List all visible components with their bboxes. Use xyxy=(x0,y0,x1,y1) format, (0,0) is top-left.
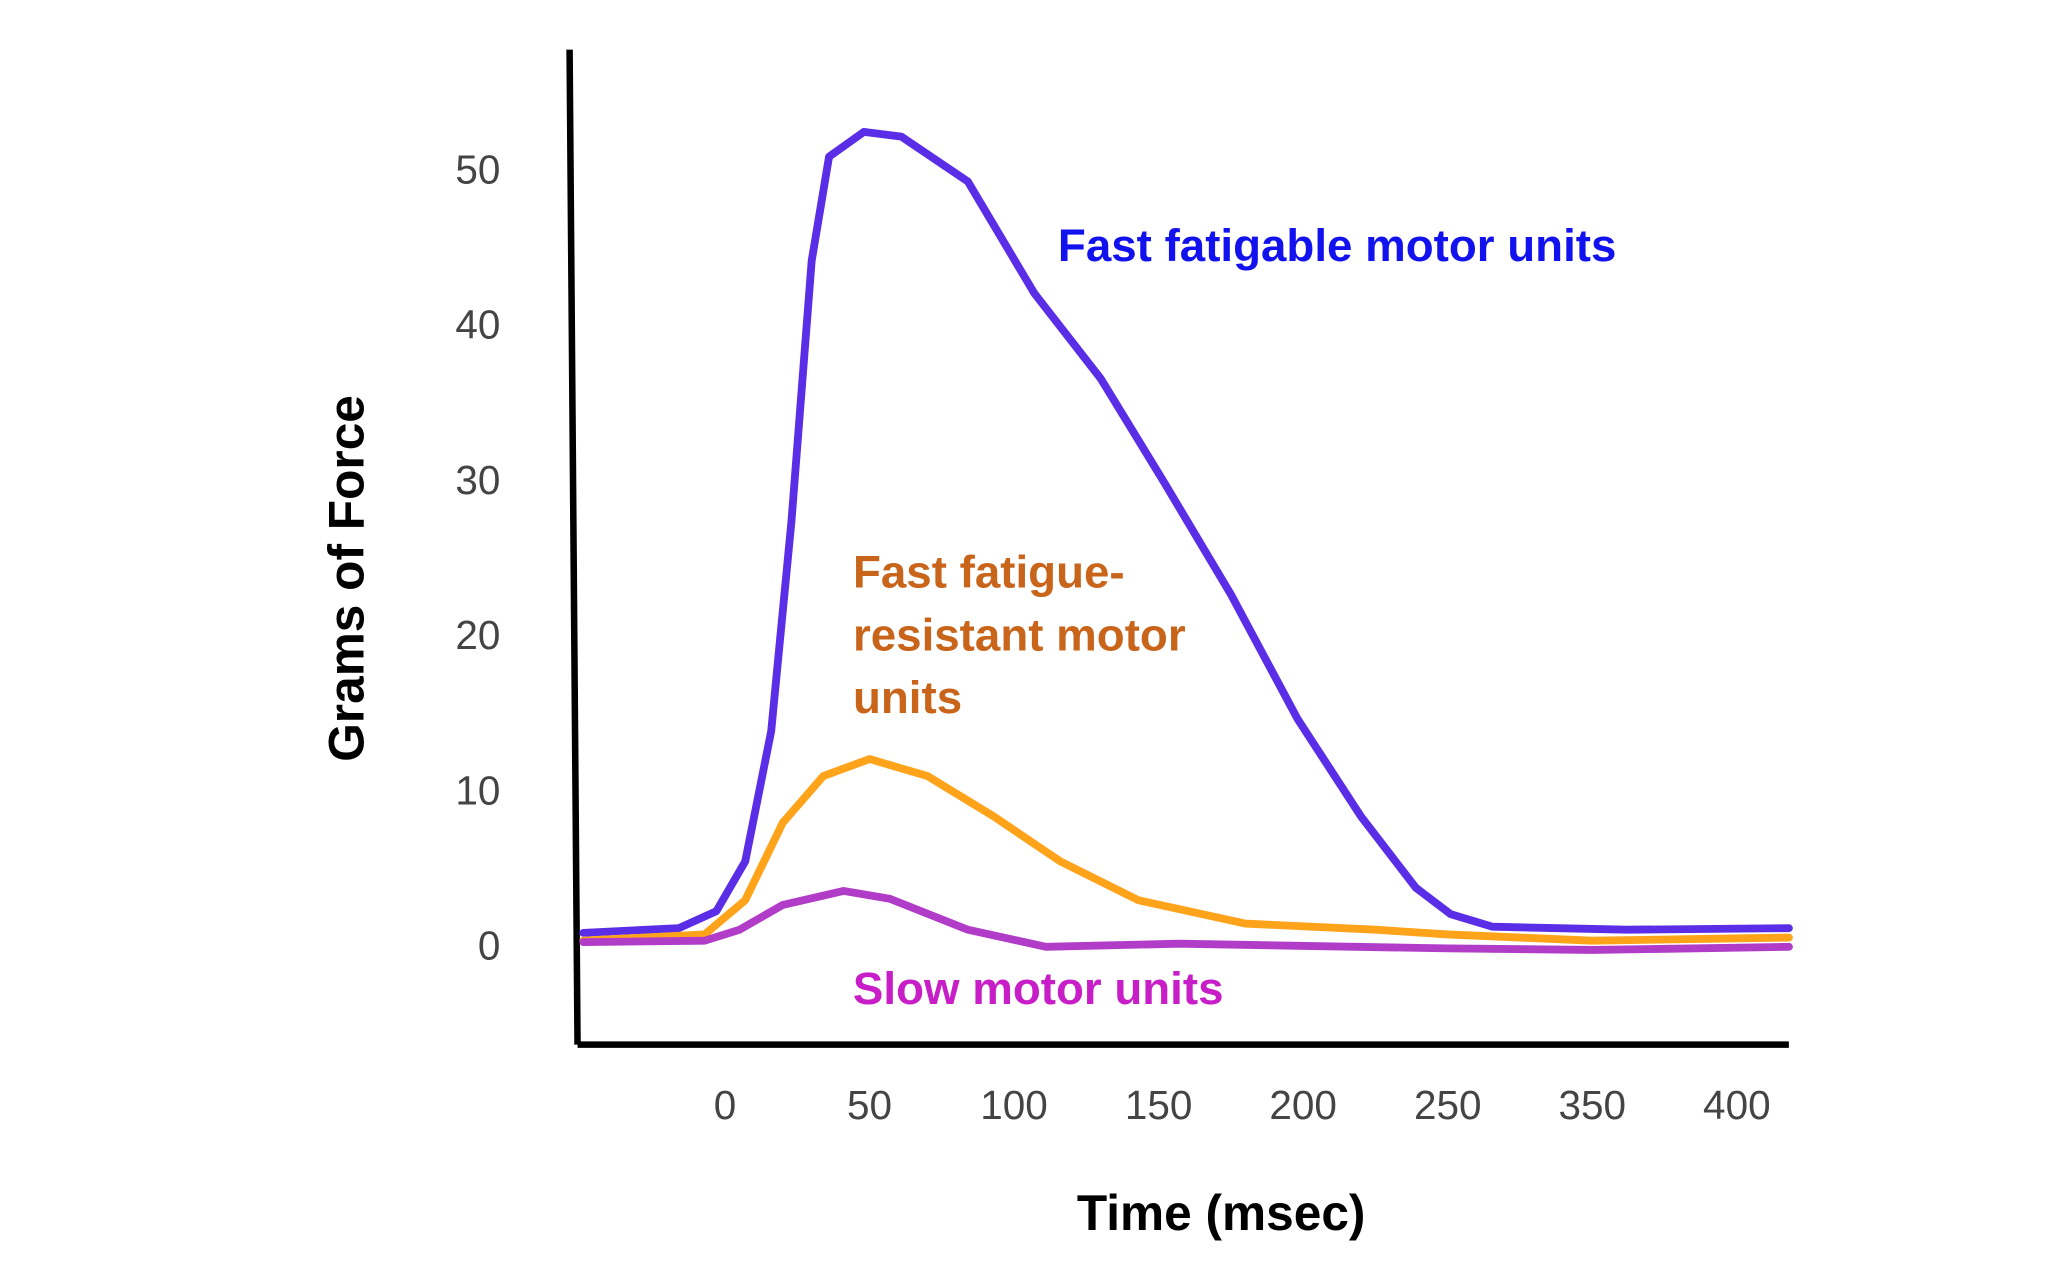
x-tick-label: 150 xyxy=(1125,1082,1193,1128)
series-line xyxy=(579,887,1793,954)
x-tick-label: 50 xyxy=(847,1082,892,1128)
series-line xyxy=(579,127,1793,937)
series-label: Fast fatigue-resistant motor units xyxy=(852,547,1186,724)
series-label: Slow motor units xyxy=(853,963,1224,1014)
x-tick-label: 250 xyxy=(1414,1082,1482,1128)
series-label-box: Fast fatigue-resistant motor units xyxy=(852,547,1186,724)
y-tick-label: 0 xyxy=(478,923,501,969)
x-tick-label: 400 xyxy=(1703,1082,1771,1128)
y-axis xyxy=(566,49,581,1045)
y-tick-label: 50 xyxy=(455,147,500,193)
y-axis-title: Grams of Force xyxy=(318,395,374,762)
y-tick-label: 30 xyxy=(455,457,500,503)
y-tick-label: 40 xyxy=(455,302,500,348)
y-tick-label: 10 xyxy=(455,767,500,813)
series-label: Fast fatigable motor units xyxy=(1058,220,1616,271)
x-tick-label: 100 xyxy=(980,1082,1048,1128)
x-axis-title: Time (msec) xyxy=(1077,1185,1366,1241)
y-tick-label: 20 xyxy=(455,612,500,658)
x-tick-label: 350 xyxy=(1559,1082,1627,1128)
x-tick-label: 0 xyxy=(714,1082,737,1128)
x-tick-label: 200 xyxy=(1269,1082,1337,1128)
series-line xyxy=(579,755,1793,945)
